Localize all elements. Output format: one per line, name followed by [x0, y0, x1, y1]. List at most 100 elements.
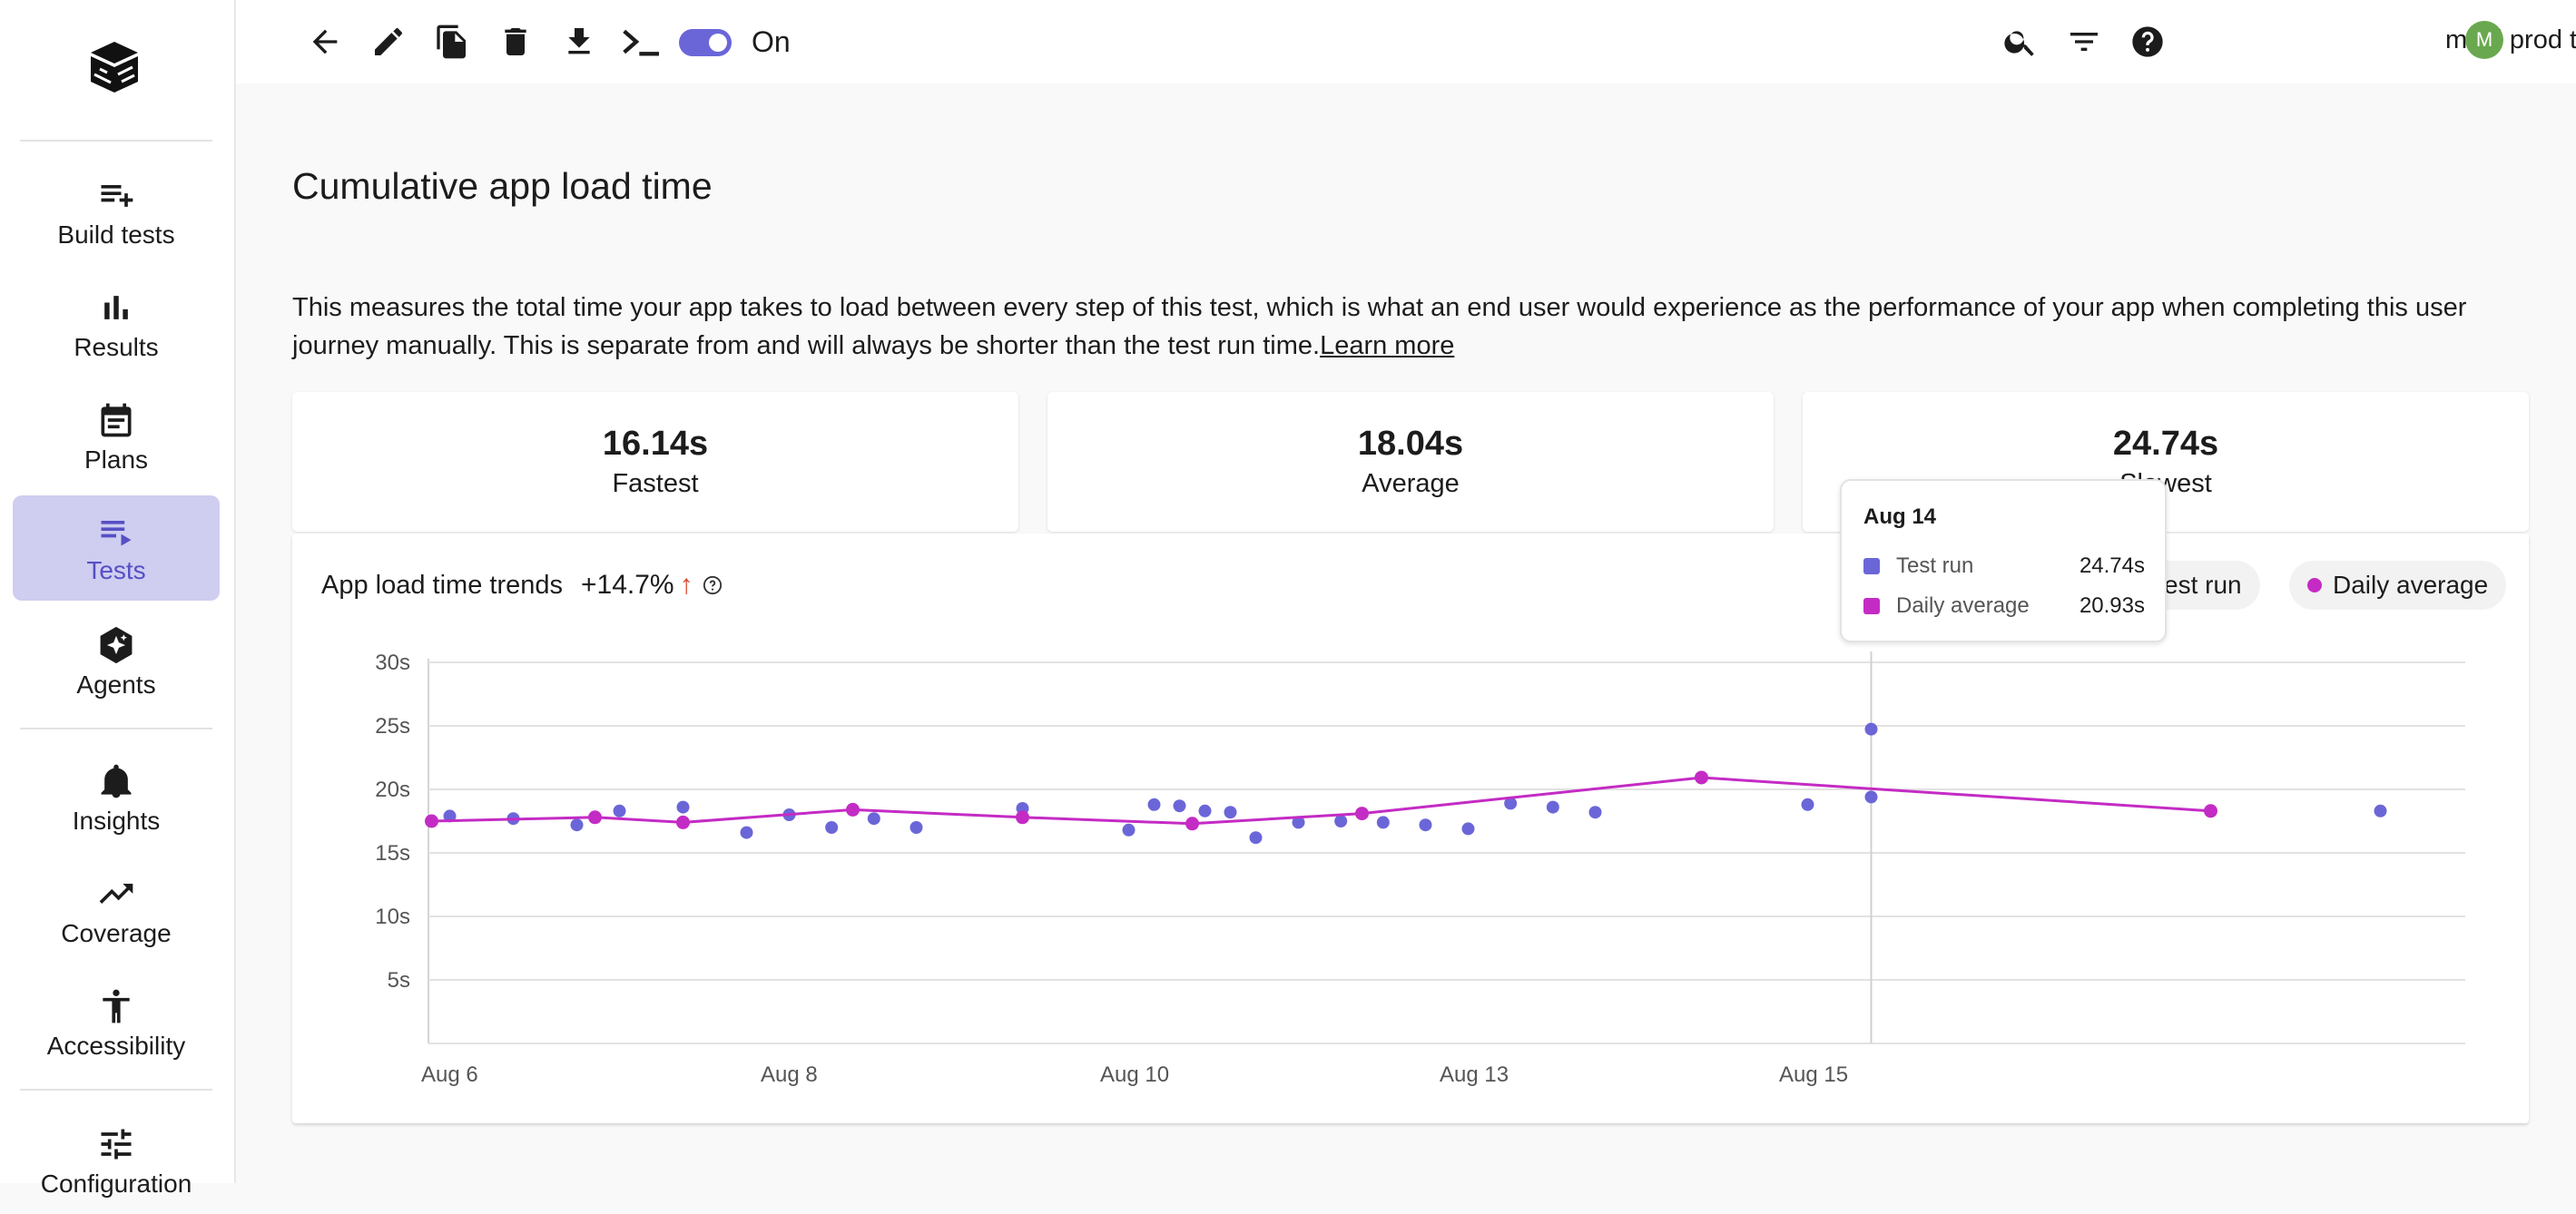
x-tick-label: Aug 10: [1100, 1062, 1169, 1087]
sidebar-item-insights[interactable]: Insights: [13, 746, 220, 851]
test-run-point: [1864, 790, 1878, 804]
daily-average-point: [1185, 817, 1199, 831]
x-tick-label: Aug 15: [1779, 1062, 1848, 1087]
test-run-point: [676, 800, 690, 814]
test-run-point: [1173, 799, 1186, 813]
sidebar-item-build-tests[interactable]: Build tests: [13, 160, 220, 265]
tooltip-row-label: Daily average: [1896, 593, 2030, 618]
test-run-point: [1546, 800, 1559, 814]
legend-daily-average[interactable]: Daily average: [2289, 561, 2507, 610]
trend-chart-card: App load time trends +14.7% ↑ Test run D…: [292, 534, 2529, 1123]
sidebar-item-configuration[interactable]: Configuration: [13, 1109, 220, 1214]
legend-label: Daily average: [2333, 571, 2489, 599]
calendar-icon: [101, 403, 132, 437]
toggle-label: On: [752, 25, 791, 58]
delete-icon[interactable]: [496, 22, 536, 62]
daily-average-point: [2204, 804, 2217, 818]
help-outline-icon[interactable]: [703, 575, 723, 595]
sidebar: Build tests Results Plans Tests Agents I…: [0, 0, 236, 1198]
legend-marker: [2307, 578, 2322, 592]
y-tick-label: 30s: [375, 651, 410, 675]
tooltip-row-value: 20.93s: [2079, 593, 2145, 618]
test-run-point: [1419, 818, 1432, 832]
test-run-point: [1147, 798, 1161, 811]
sidebar-item-accessibility[interactable]: Accessibility: [13, 971, 220, 1076]
mabl-logo-icon[interactable]: [87, 38, 142, 96]
sidebar-item-label: Plans: [84, 445, 149, 474]
sidebar-item-tests[interactable]: Tests: [13, 495, 220, 601]
test-run-point: [1801, 798, 1814, 811]
daily-average-point: [1016, 810, 1029, 825]
tooltip-row-daily-average: Daily average 20.93s: [1863, 593, 2145, 619]
edit-icon[interactable]: [369, 22, 408, 62]
y-tick-label: 5s: [388, 968, 410, 993]
test-run-point: [867, 812, 880, 826]
stat-label: Fastest: [612, 469, 699, 498]
sidebar-divider: [20, 140, 212, 142]
sidebar-item-results[interactable]: Results: [13, 272, 220, 377]
x-tick-label: Aug 6: [421, 1062, 478, 1087]
copy-icon[interactable]: [432, 22, 472, 62]
trending-up-icon: [99, 884, 133, 904]
daily-average-line: [431, 776, 2211, 826]
test-run-point: [1376, 816, 1390, 829]
x-tick-label: Aug 8: [761, 1062, 818, 1087]
sidebar-item-label: Accessibility: [46, 1032, 186, 1060]
learn-more-link[interactable]: Learn more: [1320, 331, 1455, 360]
search-icon[interactable]: [2001, 22, 2040, 62]
enabled-toggle[interactable]: [679, 29, 732, 56]
daily-average-point: [1695, 770, 1708, 785]
sidebar-divider: [20, 728, 212, 729]
test-run-point: [1864, 722, 1878, 736]
stat-value: 18.04s: [1357, 425, 1464, 463]
bell-icon: [101, 764, 132, 798]
sidebar-item-label: Insights: [72, 807, 161, 835]
daily-average-point: [425, 814, 438, 828]
sidebar-item-plans[interactable]: Plans: [13, 385, 220, 490]
sidebar-item-coverage[interactable]: Coverage: [13, 858, 220, 964]
page-title: Cumulative app load time: [292, 165, 713, 207]
back-arrow-icon[interactable]: [305, 22, 345, 62]
tooltip-marker: [1863, 598, 1880, 614]
test-run-point: [1224, 806, 1237, 819]
tooltip-date: Aug 14: [1863, 504, 1937, 529]
sidebar-item-label: Coverage: [61, 919, 172, 947]
test-run-point: [740, 826, 753, 839]
y-tick-label: 25s: [375, 714, 410, 739]
test-run-point: [1122, 823, 1136, 837]
sidebar-item-label: Agents: [76, 671, 156, 699]
arrow-up-icon: ↑: [679, 570, 693, 600]
test-run-point: [2374, 804, 2387, 817]
sidebar-item-label: Configuration: [40, 1170, 192, 1198]
daily-average-point: [588, 810, 602, 825]
test-run-point: [1588, 806, 1602, 819]
trend-plot: 5s 10s 15s 20s 25s 30s Aug 6 Aug 8 Aug 10 Aug 13 A…: [375, 651, 2465, 1087]
tooltip-row-label: Test run: [1896, 553, 1974, 578]
help-icon[interactable]: [2128, 22, 2168, 62]
filter-icon[interactable]: [2064, 22, 2104, 62]
daily-average-point: [676, 815, 690, 829]
playlist-add-icon: [101, 185, 133, 207]
terminal-icon[interactable]: [617, 22, 664, 62]
daily-average-point: [846, 802, 860, 817]
stat-card-fastest: 16.14s Fastest: [292, 392, 1018, 532]
test-run-point: [1461, 822, 1475, 836]
tune-icon: [101, 1129, 132, 1160]
stat-label: Average: [1362, 469, 1460, 498]
y-tick-label: 15s: [375, 841, 410, 866]
avatar[interactable]: M: [2465, 21, 2503, 59]
trend-change: +14.7%: [580, 570, 674, 600]
test-run-point: [1504, 797, 1518, 810]
test-run-point: [1292, 816, 1305, 829]
bar-chart-icon: [104, 296, 128, 319]
test-run-point: [1249, 831, 1263, 845]
page-description: This measures the total time your app ta…: [292, 289, 2534, 365]
sparkle-hexagon-icon: [100, 626, 133, 664]
sidebar-item-agents[interactable]: Agents: [13, 610, 220, 715]
y-tick-label: 20s: [375, 778, 410, 802]
stat-value: 16.14s: [602, 425, 709, 463]
sidebar-item-label: Tests: [86, 556, 146, 584]
download-icon[interactable]: [559, 22, 599, 62]
tooltip-marker: [1863, 558, 1880, 574]
tooltip-row-value: 24.74s: [2079, 553, 2145, 578]
